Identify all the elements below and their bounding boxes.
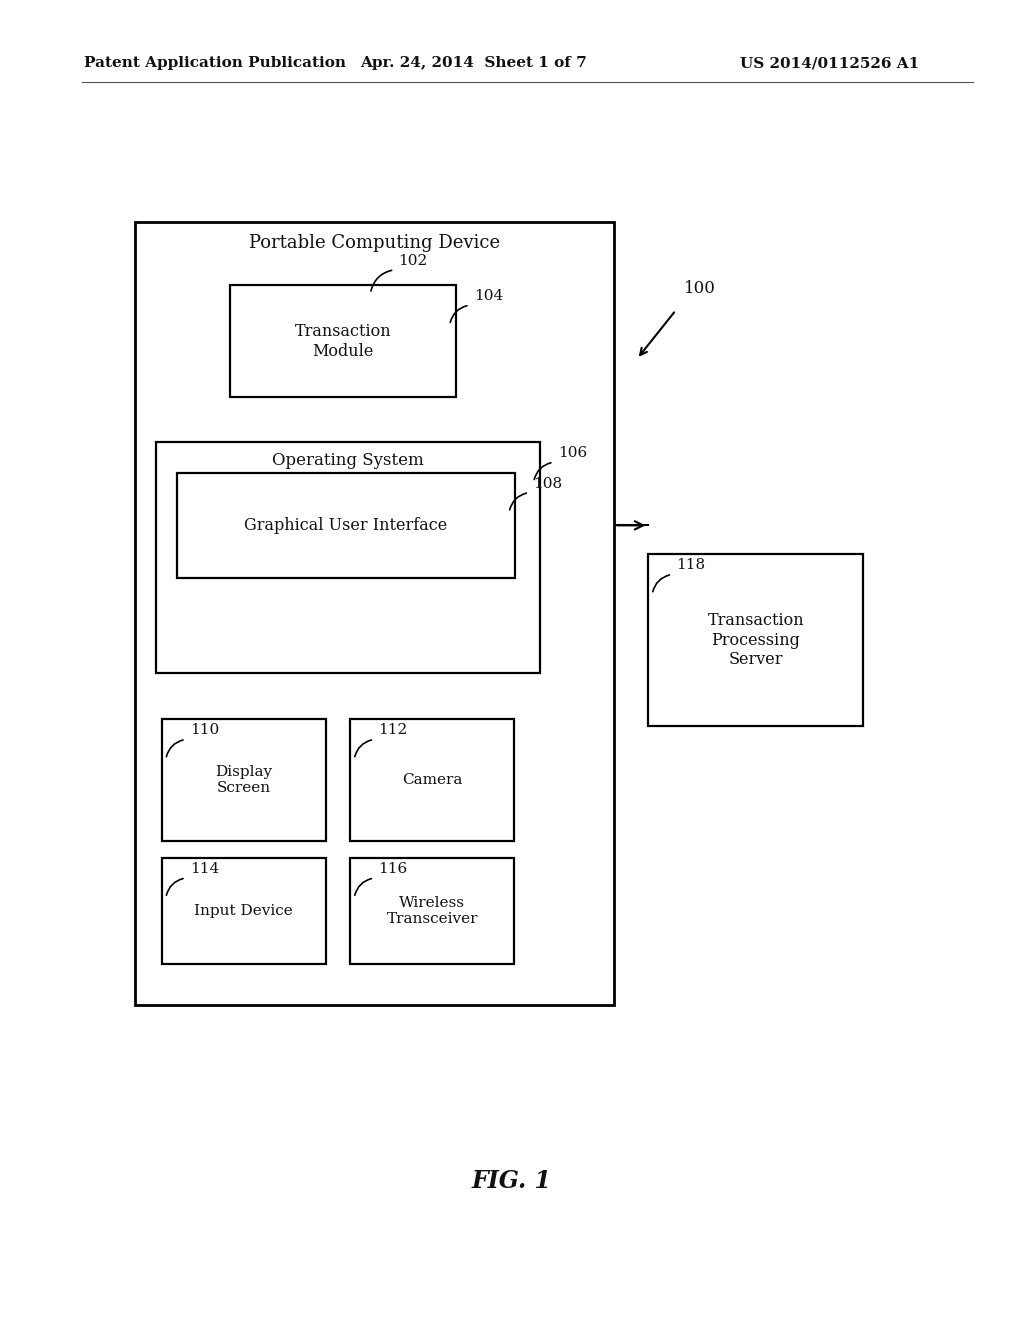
Bar — [162, 719, 326, 841]
Text: 106: 106 — [558, 446, 587, 461]
Text: Transaction
Module: Transaction Module — [295, 323, 391, 359]
Bar — [648, 554, 863, 726]
Text: 102: 102 — [398, 253, 428, 268]
Text: Camera: Camera — [402, 774, 462, 787]
Text: Transaction
Processing
Server: Transaction Processing Server — [708, 612, 804, 668]
Text: Wireless
Transceiver: Wireless Transceiver — [386, 896, 478, 925]
Text: Operating System: Operating System — [271, 453, 424, 469]
Text: 104: 104 — [474, 289, 503, 304]
Text: Input Device: Input Device — [195, 904, 293, 917]
Text: Display
Screen: Display Screen — [215, 766, 272, 795]
Text: 118: 118 — [676, 558, 706, 573]
Text: 112: 112 — [378, 723, 408, 738]
Text: Portable Computing Device: Portable Computing Device — [249, 234, 501, 252]
Bar — [156, 442, 540, 673]
Text: 108: 108 — [534, 477, 562, 491]
Bar — [350, 858, 514, 964]
Text: 110: 110 — [189, 723, 219, 738]
Bar — [177, 473, 515, 578]
Bar — [135, 222, 614, 1005]
Text: 100: 100 — [684, 280, 716, 297]
Bar — [230, 285, 456, 397]
Bar — [350, 719, 514, 841]
Text: Apr. 24, 2014  Sheet 1 of 7: Apr. 24, 2014 Sheet 1 of 7 — [360, 57, 587, 70]
Text: Graphical User Interface: Graphical User Interface — [245, 517, 447, 533]
Text: 114: 114 — [189, 862, 219, 876]
Bar — [162, 858, 326, 964]
Text: US 2014/0112526 A1: US 2014/0112526 A1 — [740, 57, 920, 70]
Text: FIG. 1: FIG. 1 — [472, 1170, 552, 1193]
Text: Patent Application Publication: Patent Application Publication — [84, 57, 346, 70]
Text: 116: 116 — [378, 862, 408, 876]
